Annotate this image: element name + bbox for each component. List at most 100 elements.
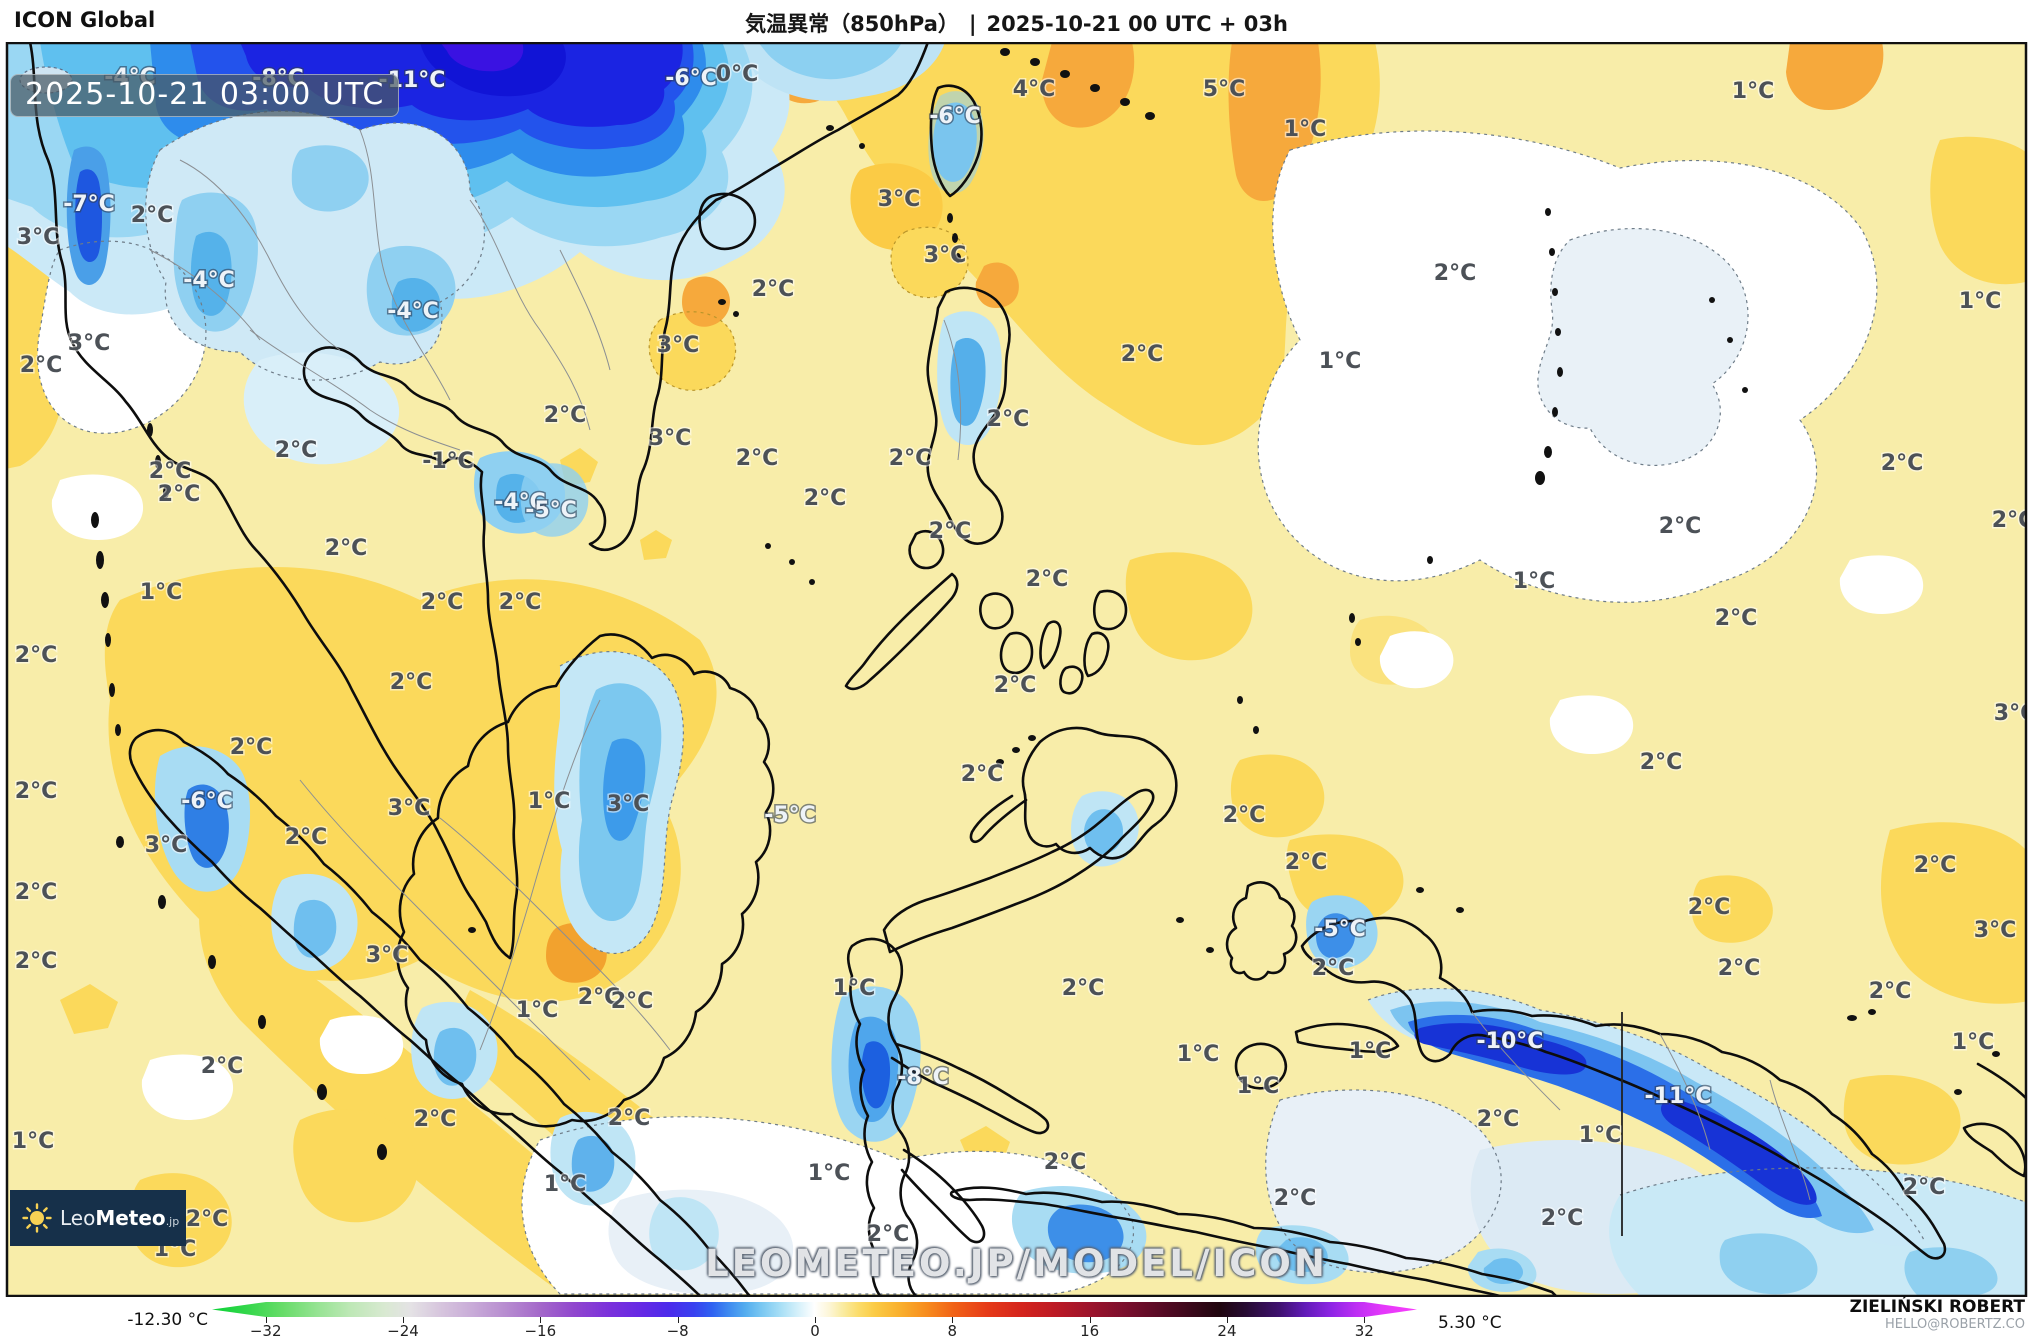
scale-tick-mark	[1226, 1317, 1228, 1323]
scale-tick-mark	[814, 1317, 816, 1323]
temp-label: 2°C	[186, 1207, 228, 1232]
scale-max-value: 5.30 °C	[1438, 1313, 1502, 1333]
temp-label: -8°C	[897, 1065, 949, 1090]
temp-label: 2°C	[867, 1222, 909, 1247]
temp-label: 1°C	[544, 1172, 586, 1197]
temp-label: 2°C	[15, 880, 57, 905]
temp-label: 1°C	[1349, 1039, 1391, 1064]
temp-label: 2°C	[285, 825, 327, 850]
temp-label: -5°C	[525, 498, 577, 523]
temp-label: 2°C	[929, 519, 971, 544]
scale-tick-label: −32	[249, 1322, 282, 1338]
temp-label: -11°C	[1645, 1084, 1712, 1109]
temp-label: -4°C	[183, 268, 235, 293]
watermark: LEOMETEO.JP/MODEL/ICON	[705, 1242, 1328, 1285]
temp-label: 2°C	[1026, 567, 1068, 592]
page-title: 気温異常（850hPa） | 2025-10-21 00 UTC + 03h	[745, 12, 1288, 36]
temp-label: 3°C	[388, 796, 430, 821]
temp-label: 2°C	[1223, 803, 1265, 828]
temp-label: -5°C	[1314, 917, 1366, 942]
temp-label: 2°C	[1062, 976, 1104, 1001]
temp-label: 2°C	[158, 482, 200, 507]
temp-label: 1°C	[140, 580, 182, 605]
temp-label: 3°C	[1994, 701, 2033, 726]
temp-label: 4°C	[1013, 77, 1055, 102]
temp-label: 3°C	[878, 187, 920, 212]
temp-label: 2°C	[1285, 850, 1327, 875]
temp-label: 3°C	[68, 331, 110, 356]
temp-label: 2°C	[1312, 956, 1354, 981]
temp-label: 1°C	[516, 998, 558, 1023]
scale-min-value: -12.30 °C	[127, 1310, 208, 1330]
temp-label: 1°C	[1579, 1123, 1621, 1148]
temp-label: 3°C	[17, 225, 59, 250]
legend-bar: -12.30 °C 5.30 °C −32 −24 −16 −8 0 8 16 24 32 ZI…	[0, 1297, 2033, 1338]
temp-label: 2°C	[1688, 895, 1730, 920]
temp-label: 3°C	[649, 426, 691, 451]
temp-label: 2°C	[499, 590, 541, 615]
temp-label: 1°C	[1177, 1042, 1219, 1067]
leometeo-logo[interactable]: LeoMeteo.jp	[10, 1190, 186, 1246]
temp-label: 2°C	[1659, 514, 1701, 539]
timestamp-overlay: 2025-10-21 03:00 UTC	[10, 74, 400, 117]
scale-tick-mark	[1089, 1317, 1091, 1323]
temp-label: 2°C	[611, 989, 653, 1014]
temp-label: 2°C	[15, 949, 57, 974]
temp-label: 2°C	[15, 779, 57, 804]
temp-label: 5°C	[1203, 77, 1245, 102]
scale-tick-label: 0	[810, 1322, 820, 1338]
temp-label: 2°C	[1477, 1107, 1519, 1132]
temp-label: 3°C	[607, 792, 649, 817]
scale-tick-mark	[540, 1317, 542, 1323]
temp-label: -10°C	[1477, 1029, 1544, 1054]
temp-label: 2°C	[578, 985, 620, 1010]
temp-label: 2°C	[994, 673, 1036, 698]
author-email: HELLO@ROBERTZ.CO	[1884, 1316, 2025, 1332]
temp-label: 1°C	[1237, 1074, 1279, 1099]
credit: ZIELIŃSKI ROBERT HELLO@ROBERTZ.CO	[1850, 1297, 2025, 1332]
temp-label: -4°C	[387, 299, 439, 324]
temp-label: 2°C	[201, 1054, 243, 1079]
temp-label: 2°C	[230, 735, 272, 760]
temp-label: 2°C	[15, 643, 57, 668]
temp-label: 1°C	[1284, 117, 1326, 142]
temp-label: 1°C	[12, 1129, 54, 1154]
temp-label: -6°C	[929, 104, 981, 129]
temperature-labels: -4°C-8°C-11°C-6°C0°C-6°C4°C5°C1°C1°C3°C3…	[10, 61, 2033, 1264]
temp-label: 2°C	[889, 446, 931, 471]
logo-text: LeoMeteo.jp	[60, 1206, 180, 1230]
sun-icon	[22, 1203, 52, 1233]
temp-label: 2°C	[1434, 261, 1476, 286]
temp-label: 3°C	[1974, 918, 2016, 943]
temp-label: -6°C	[181, 789, 233, 814]
temp-label: 2°C	[421, 590, 463, 615]
temp-label: 2°C	[1914, 853, 1956, 878]
temp-label: 2°C	[149, 459, 191, 484]
temp-label: 2°C	[1992, 508, 2033, 533]
temp-label: 2°C	[414, 1107, 456, 1132]
scale-tick-label: 32	[1354, 1322, 1374, 1338]
scale-tick-label: 8	[947, 1322, 958, 1338]
temp-label: 1°C	[528, 789, 570, 814]
temp-label: 1°C	[1513, 569, 1555, 594]
scale-tick-label: 24	[1217, 1322, 1237, 1338]
temp-label: 3°C	[366, 943, 408, 968]
temp-label: 3°C	[145, 833, 187, 858]
scale-tick-mark	[952, 1317, 954, 1323]
scale-ticks: −32 −24 −16 −8 0 8 16 24 32	[0, 1297, 2033, 1338]
temp-label: 1°C	[1319, 349, 1361, 374]
temp-label: 2°C	[325, 536, 367, 561]
temp-label: -6°C	[665, 66, 717, 91]
coastlines	[28, 43, 2026, 1296]
temp-label: -7°C	[63, 192, 115, 217]
temp-label: 1°C	[1732, 79, 1774, 104]
temp-label: 2°C	[1121, 342, 1163, 367]
temp-label: 3°C	[924, 243, 966, 268]
temp-label: 1°C	[833, 976, 875, 1001]
temp-label: 2°C	[20, 353, 62, 378]
temp-label: 2°C	[1718, 956, 1760, 981]
scale-tick-mark	[265, 1317, 267, 1323]
